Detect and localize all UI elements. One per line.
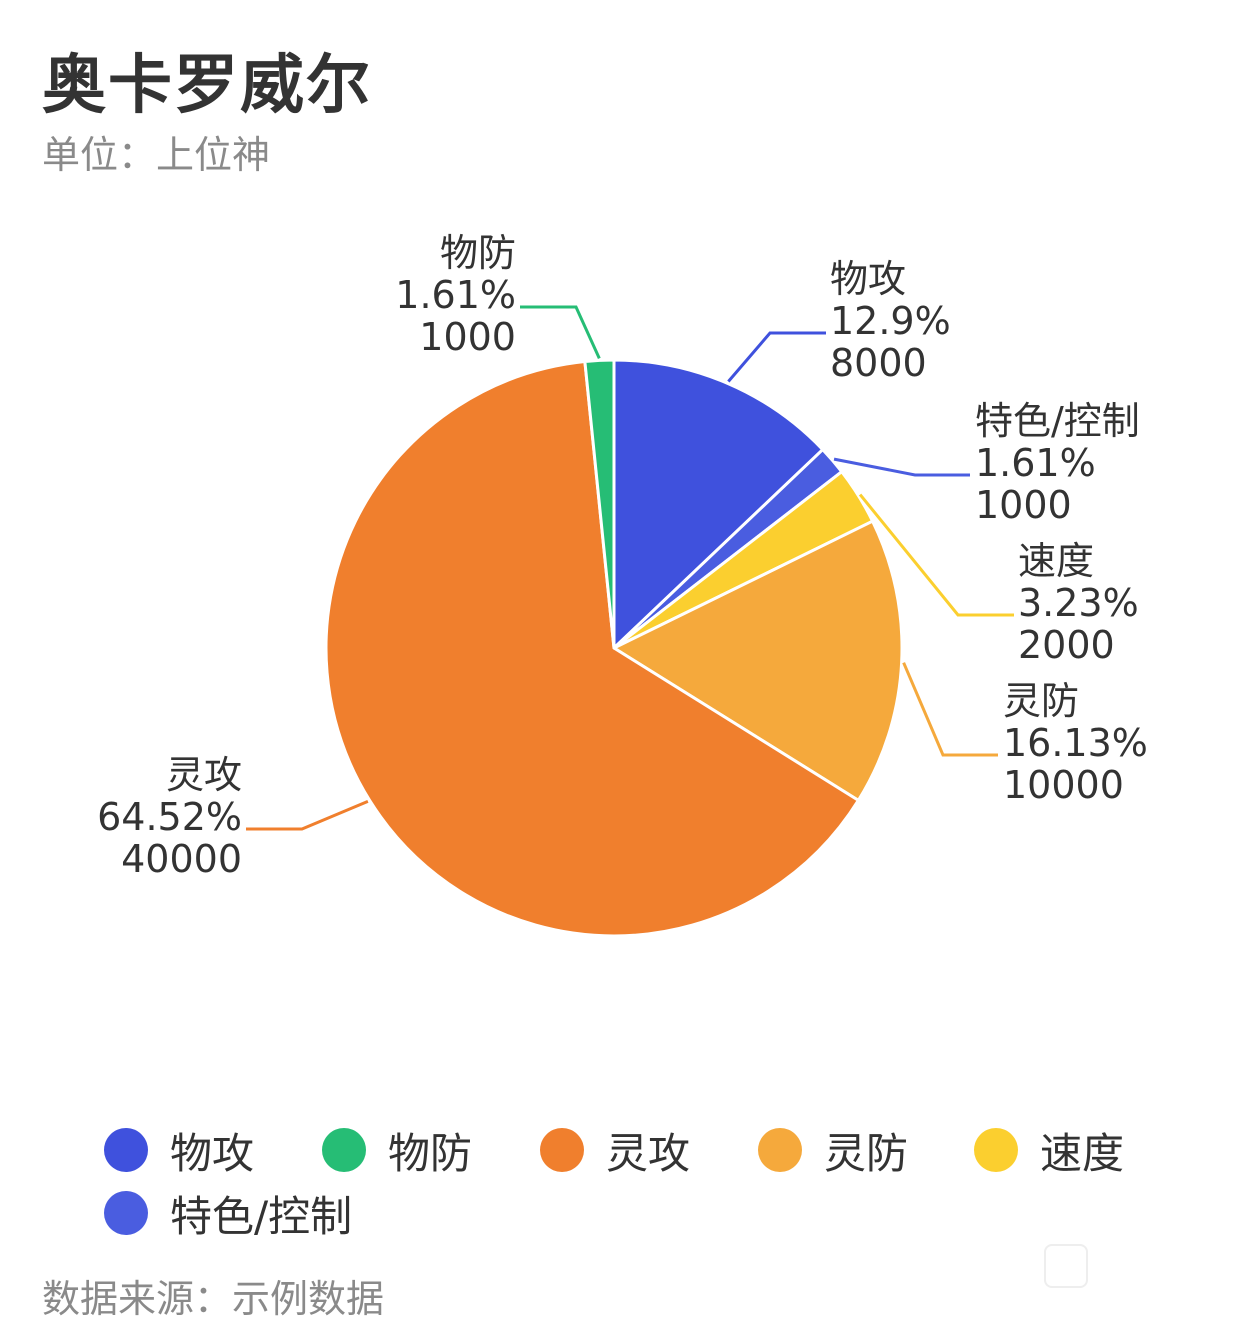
- watermark-icon: [1044, 1244, 1088, 1288]
- chart-subtitle: 单位：上位神: [42, 133, 271, 177]
- legend-label: 灵防: [824, 1128, 909, 1178]
- slice-label-percent: 3.23%: [1018, 581, 1139, 625]
- leader-line-spirit-defense: [902, 662, 998, 757]
- slice-label-percent: 12.9%: [830, 299, 951, 343]
- slice-label-value: 10000: [1003, 763, 1124, 807]
- leader-line-physical-defense: [520, 305, 601, 359]
- legend-dot-spirit-defense: [758, 1128, 802, 1172]
- slice-label-name: 速度: [1018, 539, 1094, 583]
- slice-label-percent: 16.13%: [1003, 721, 1148, 765]
- legend-item-spirit-defense[interactable]: 灵防: [758, 1120, 908, 1180]
- legend-label: 速度: [1040, 1128, 1125, 1178]
- slice-label-physical-defense: 物防 1.61% 1000: [395, 231, 516, 359]
- slice-label-value: 2000: [1018, 623, 1115, 667]
- slice-label-name: 物防: [440, 231, 516, 275]
- legend-dot-physical-defense: [322, 1128, 366, 1172]
- slice-label-speed: 速度 3.23% 2000: [1018, 539, 1139, 667]
- pie-slice-spirit-defense[interactable]: [612, 519, 904, 802]
- slice-label-name: 灵攻: [166, 753, 242, 797]
- slice-label-name: 特色/控制: [975, 399, 1140, 443]
- legend-label: 物防: [388, 1128, 473, 1178]
- leader-line-physical-attack: [727, 331, 826, 383]
- slice-label-value: 8000: [830, 341, 927, 385]
- pie-slice-spirit-attack[interactable]: [324, 359, 860, 938]
- slice-label-name: 物攻: [830, 257, 906, 301]
- legend-item-special-control[interactable]: 特色/控制: [104, 1183, 352, 1243]
- legend-row-1: 物攻 物防 灵攻 灵防 速度: [104, 1120, 1184, 1183]
- slice-label-value: 1000: [975, 483, 1072, 527]
- slice-label-spirit-attack: 灵攻 64.52% 40000: [97, 753, 242, 881]
- legend-label: 灵攻: [606, 1128, 691, 1178]
- slice-label-name: 灵防: [1003, 679, 1079, 723]
- slice-label-percent: 1.61%: [395, 273, 516, 317]
- legend-dot-physical-attack: [104, 1128, 148, 1172]
- slice-label-value: 40000: [121, 837, 242, 881]
- pie-slice-physical-attack[interactable]: [612, 358, 825, 650]
- slice-label-special-control: 特色/控制 1.61% 1000: [975, 399, 1140, 527]
- slice-label-spirit-defense: 灵防 16.13% 10000: [1003, 679, 1148, 807]
- legend-item-physical-attack[interactable]: 物攻: [104, 1120, 254, 1180]
- legend-row-2: 特色/控制: [104, 1183, 1184, 1246]
- legend-dot-spirit-attack: [540, 1128, 584, 1172]
- chart-source: 数据来源：示例数据: [42, 1277, 385, 1321]
- chart-title: 奥卡罗威尔: [42, 49, 372, 123]
- leader-line-spirit-attack: [246, 800, 369, 831]
- pie-slice-physical-defense[interactable]: [583, 358, 616, 650]
- slice-label-percent: 1.61%: [975, 441, 1096, 485]
- slice-label-percent: 64.52%: [97, 795, 242, 839]
- pie-slices: [324, 358, 904, 938]
- slice-label-physical-attack: 物攻 12.9% 8000: [830, 257, 951, 385]
- legend-label: 特色/控制: [170, 1191, 353, 1241]
- leader-line-special-control: [833, 457, 970, 477]
- legend-item-speed[interactable]: 速度: [974, 1120, 1124, 1180]
- legend-dot-special-control: [104, 1191, 148, 1235]
- legend-dot-speed: [974, 1128, 1018, 1172]
- leader-lines: [246, 305, 1014, 831]
- leader-line-speed: [858, 493, 1014, 617]
- legend-item-spirit-attack[interactable]: 灵攻: [540, 1120, 690, 1180]
- legend-item-physical-defense[interactable]: 物防: [322, 1120, 472, 1180]
- slice-label-value: 1000: [419, 315, 516, 359]
- legend: 物攻 物防 灵攻 灵防 速度 特色/控制: [104, 1120, 1184, 1246]
- legend-label: 物攻: [170, 1128, 255, 1178]
